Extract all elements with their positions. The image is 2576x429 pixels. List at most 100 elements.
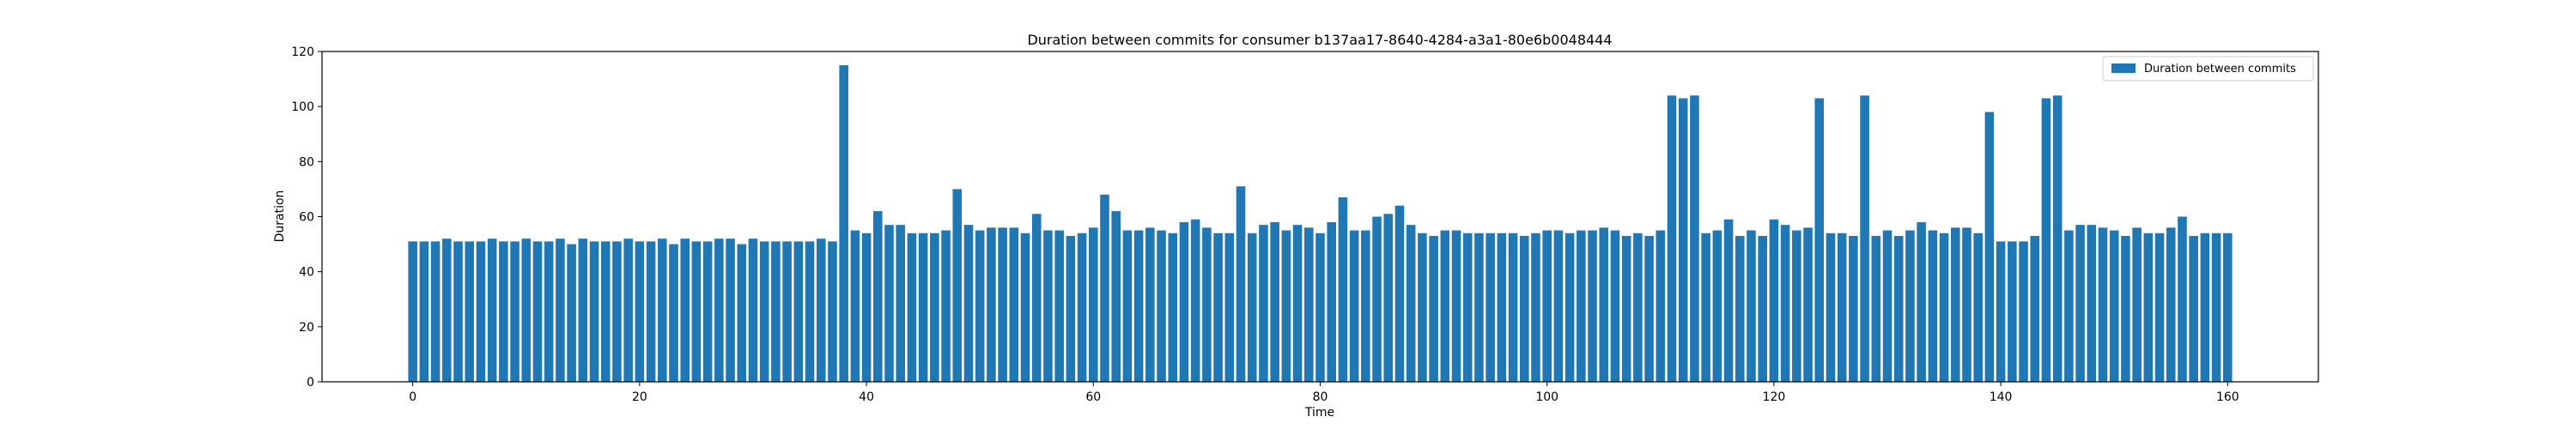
bar [759,241,769,383]
y-tick-label: 20 [299,321,314,335]
bar [1577,230,1586,382]
bar [2075,225,2085,383]
bar [521,239,532,382]
bar [1747,230,1756,382]
y-tick-label: 40 [299,266,314,280]
bar [975,230,985,382]
bar [1723,219,1734,382]
bar [499,241,508,383]
bar [544,241,554,383]
bar [1656,230,1666,382]
bar [1973,233,1983,382]
bar [612,241,622,383]
bar [1792,230,1801,382]
bar [442,239,452,382]
bar [1304,227,1314,382]
bar [1292,225,1303,383]
y-axis-label: Duration [273,190,287,243]
bar [510,241,519,383]
bar [646,241,656,383]
bar [1179,221,1189,382]
bar [1394,205,1405,382]
bar [1950,227,1960,382]
bar [952,189,963,382]
bar [1599,227,1609,382]
bar [1133,230,1144,382]
x-tick-label: 20 [632,390,647,404]
bar [1031,214,1042,382]
bar [1066,235,1076,382]
bar [839,65,848,382]
bar [2154,233,2165,382]
bar [1803,227,1813,382]
bar [1588,230,1597,382]
bar [1678,98,1688,382]
bar [589,241,599,383]
bar [2064,230,2074,382]
bar [2109,230,2119,382]
bar [1905,230,1915,382]
bar [669,244,678,382]
bar [532,241,543,383]
bar [1270,221,1279,382]
bars-group [408,65,2233,383]
bar [998,227,1007,382]
bar [1837,233,1847,382]
y-axis: 0 20 40 60 80 100 120 [291,45,322,390]
bar [748,239,758,382]
bar [1996,241,2006,383]
bar [2132,227,2142,382]
bar [1236,186,1246,382]
bar [556,239,565,382]
y-tick-label: 60 [299,211,314,225]
bar [1451,230,1461,382]
bar [1100,194,1109,382]
bar [1826,233,1836,382]
x-tick-label: 60 [1085,390,1101,404]
bar [2211,233,2221,382]
bar [1962,227,1971,382]
bar [793,241,804,383]
bar [623,239,633,382]
bar [1780,225,1790,383]
x-axis-label: Time [1304,406,1334,420]
bar [567,244,576,382]
bar [1542,230,1552,382]
x-tick-label: 80 [1313,390,1328,404]
bar [1077,233,1087,382]
bar [2121,235,2130,382]
bar [714,239,724,382]
x-tick-label: 160 [2216,390,2239,404]
bar [1020,233,1030,382]
bar [2223,233,2233,382]
bar [1644,235,1654,382]
bar [658,239,667,382]
bar [1089,227,1098,382]
y-tick-label: 80 [299,155,314,169]
bar [1497,233,1507,382]
bar [1485,233,1495,382]
bar [680,239,690,382]
bar [1224,233,1235,382]
chart-title: Duration between commits for consumer b1… [1027,32,1612,48]
x-tick-label: 0 [409,390,416,404]
bar [782,241,792,383]
bar [884,225,894,383]
bar [1849,235,1858,382]
bar [816,239,826,382]
bar [1769,219,1779,382]
bar [1327,221,1336,382]
bar [1621,235,1631,382]
bar [1735,235,1745,382]
legend-label: Duration between commits [2144,63,2296,76]
bar [465,241,475,383]
bar [1553,230,1564,382]
bar [1939,233,1949,382]
bar [476,241,486,383]
bar [2178,216,2187,382]
bar [2200,233,2210,382]
bar [578,239,588,382]
bar [2098,227,2108,382]
bar [1860,95,1869,382]
